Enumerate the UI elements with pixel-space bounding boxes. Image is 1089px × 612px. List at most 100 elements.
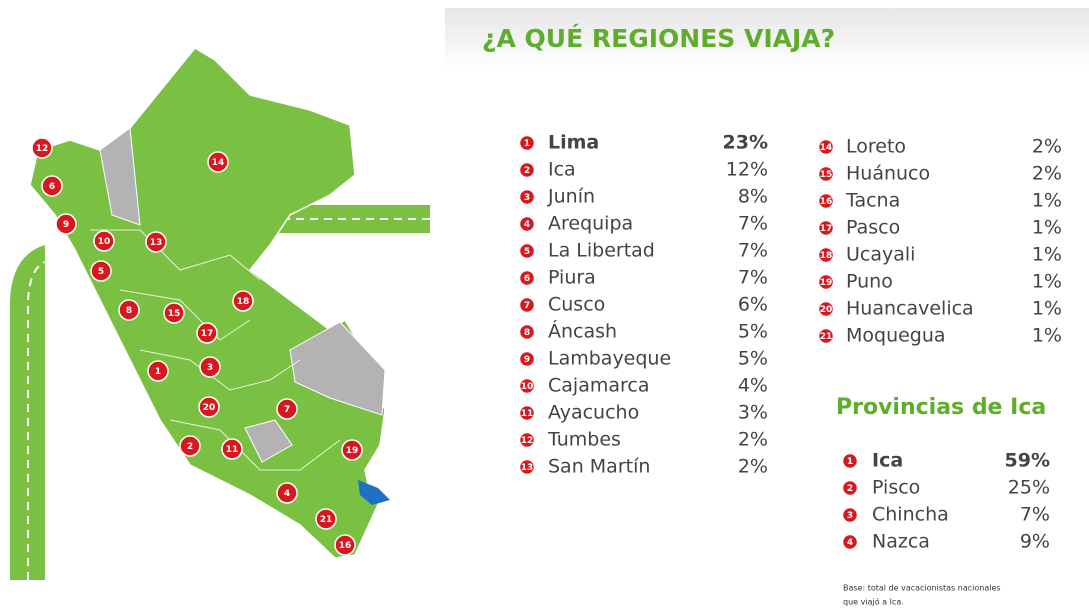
rank-number: 20	[203, 403, 216, 413]
region-share: 23%	[723, 132, 768, 154]
rank-badge	[518, 269, 536, 287]
rank-number: 16	[339, 541, 352, 551]
map-area	[289, 321, 386, 416]
rank-number: 10	[98, 237, 111, 247]
province-share: 9%	[1020, 531, 1050, 553]
rank-badge	[41, 175, 63, 197]
title: ¿A QUÉ REGIONES VIAJA?	[482, 24, 835, 53]
rank-number: 18	[820, 251, 833, 261]
province-name: Ica	[872, 450, 903, 472]
rank-number: 6	[49, 182, 55, 192]
region-share: 6%	[738, 294, 768, 316]
rank-badge	[163, 302, 185, 324]
rank-number: 3	[524, 193, 530, 203]
region-name: Huancavelica	[846, 298, 974, 320]
rank-badge	[518, 161, 536, 179]
rank-number: 9	[63, 220, 69, 230]
rank-number: 5	[524, 247, 530, 257]
rank-number: 1	[524, 139, 530, 149]
rank-badge	[817, 138, 835, 156]
region-name: Lambayeque	[548, 348, 671, 370]
rank-badge	[221, 438, 243, 460]
rank-badge	[518, 458, 536, 476]
road	[10, 245, 45, 580]
region-name: Pasco	[846, 217, 900, 239]
rank-badge	[207, 151, 229, 173]
region-share: 7%	[738, 213, 768, 235]
rank-number: 2	[847, 484, 853, 494]
rank-badge	[841, 479, 859, 497]
rank-number: 17	[820, 224, 833, 234]
region-share: 1%	[1032, 325, 1062, 347]
region-share: 7%	[738, 240, 768, 262]
region-name: Moquegua	[846, 325, 946, 347]
region-name: Puno	[846, 271, 893, 293]
rank-badge	[179, 435, 201, 457]
map-borders	[90, 229, 341, 471]
province-name: Nazca	[872, 531, 930, 553]
footnote: Base: total de vacacionistas nacionales	[843, 584, 1001, 593]
rank-badge	[199, 356, 221, 378]
rank-badge	[315, 508, 337, 530]
header-bar	[445, 8, 1089, 70]
rank-badge	[817, 165, 835, 183]
rank-number: 19	[820, 278, 833, 288]
region-name: Tacna	[845, 190, 900, 212]
region-name: Huánuco	[846, 163, 930, 185]
rank-badge	[817, 300, 835, 318]
rank-badge	[147, 360, 169, 382]
rank-badge	[518, 404, 536, 422]
region-share: 2%	[1032, 163, 1062, 185]
rank-badge	[518, 350, 536, 368]
rank-badge	[518, 134, 536, 152]
rank-number: 10	[521, 382, 534, 392]
rank-number: 20	[820, 305, 833, 315]
rank-number: 7	[524, 301, 530, 311]
rank-badge	[817, 273, 835, 291]
rank-badge	[518, 377, 536, 395]
region-name: Piura	[548, 267, 596, 289]
region-share: 1%	[1032, 190, 1062, 212]
province-name: Chincha	[872, 504, 949, 526]
rank-badge	[276, 398, 298, 420]
rank-number: 3	[207, 363, 213, 373]
rank-number: 5	[98, 267, 104, 277]
rank-number: 19	[346, 446, 359, 456]
region-share: 5%	[738, 348, 768, 370]
rank-number: 8	[126, 306, 132, 316]
rank-badge	[276, 482, 298, 504]
rank-number: 11	[226, 445, 239, 455]
region-name: Lima	[548, 132, 599, 154]
rank-number: 17	[201, 329, 214, 339]
region-name: La Libertad	[548, 240, 655, 262]
region-name: Áncash	[548, 320, 617, 343]
province-share: 59%	[1005, 450, 1050, 472]
road-line	[27, 261, 46, 580]
rank-number: 18	[237, 297, 250, 307]
subtitle: Provincias de Ica	[836, 395, 1046, 420]
rank-number: 7	[284, 405, 290, 415]
region-name: Ucayali	[846, 244, 915, 266]
region-name: Tumbes	[547, 429, 621, 451]
rank-number: 12	[521, 436, 534, 446]
rank-badge	[341, 439, 363, 461]
rank-badge	[90, 260, 112, 282]
rank-number: 13	[521, 463, 534, 473]
province-name: Pisco	[872, 477, 920, 499]
region-name: Loreto	[846, 136, 906, 158]
region-share: 1%	[1032, 217, 1062, 239]
rank-badge	[841, 533, 859, 551]
rank-badge	[31, 137, 53, 159]
region-name: Ayacucho	[548, 402, 639, 424]
rank-badge	[518, 215, 536, 233]
region-share: 7%	[738, 267, 768, 289]
rank-badge	[841, 506, 859, 524]
rank-number: 21	[320, 515, 333, 525]
rank-badge	[196, 322, 218, 344]
rank-badge	[145, 231, 167, 253]
region-name: Arequipa	[548, 213, 633, 235]
region-share: 5%	[738, 321, 768, 343]
rank-number: 21	[820, 332, 833, 342]
region-share: 1%	[1032, 271, 1062, 293]
